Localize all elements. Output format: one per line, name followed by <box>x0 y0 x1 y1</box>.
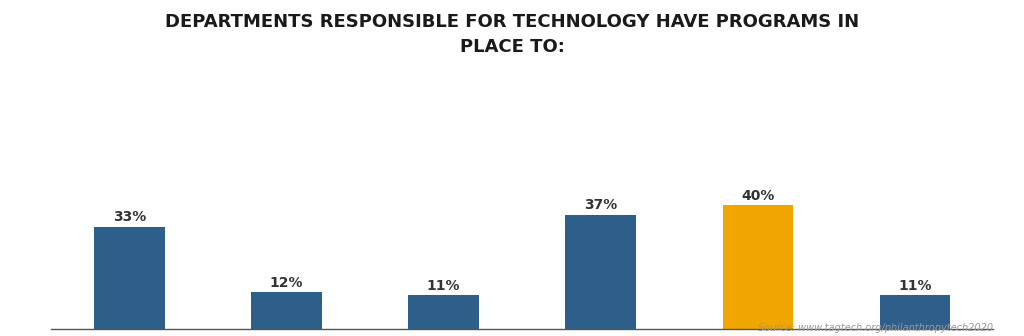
Text: DEPARTMENTS RESPONSIBLE FOR TECHNOLOGY HAVE PROGRAMS IN
PLACE TO:: DEPARTMENTS RESPONSIBLE FOR TECHNOLOGY H… <box>165 13 859 56</box>
Text: Source: www.tagtech.org/philanthropytech2020: Source: www.tagtech.org/philanthropytech… <box>758 323 993 333</box>
Bar <box>565 214 636 329</box>
Text: 40%: 40% <box>741 189 774 203</box>
Bar <box>94 227 165 329</box>
Bar <box>409 295 479 329</box>
Text: 33%: 33% <box>113 210 146 224</box>
Text: 11%: 11% <box>427 279 461 293</box>
Bar <box>723 205 794 329</box>
Bar <box>251 292 322 329</box>
Bar <box>880 295 950 329</box>
Text: 12%: 12% <box>269 276 303 290</box>
Text: 37%: 37% <box>584 198 617 212</box>
Text: 11%: 11% <box>898 279 932 293</box>
